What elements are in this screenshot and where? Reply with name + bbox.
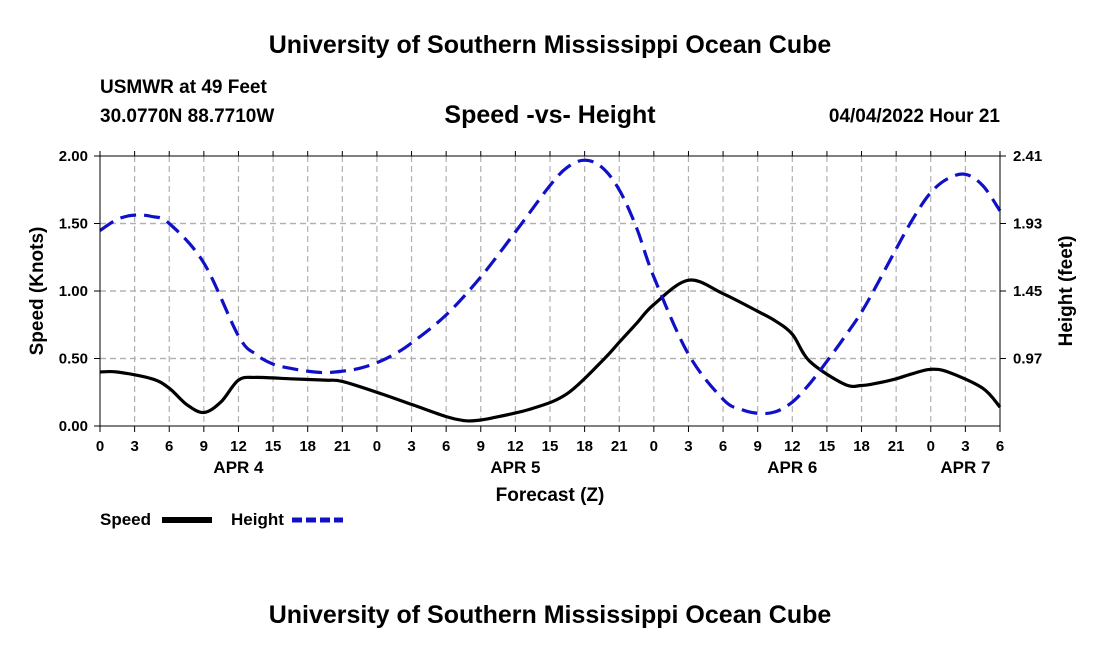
x-tick-label: 0: [96, 438, 104, 455]
station-label: USMWR at 49 Feet: [100, 77, 267, 98]
chart-title: University of Southern Mississippi Ocean…: [268, 31, 832, 59]
y-tick-label: 0.50: [59, 351, 88, 368]
x-tick-label: 6: [719, 438, 727, 455]
x-tick-label: 12: [230, 438, 247, 455]
x-tick-label: 3: [130, 438, 138, 455]
legend-height-label: Height: [231, 510, 284, 529]
y2-tick-label: 1.45: [1013, 283, 1042, 300]
x-tick-label: 3: [407, 438, 415, 455]
datetime-label: 04/04/2022 Hour 21: [828, 106, 1000, 127]
x-tick-label: 21: [334, 438, 351, 455]
x-tick-label: 12: [784, 438, 801, 455]
y2-tick-label: 1.93: [1013, 216, 1042, 233]
y2-tick-label: 2.41: [1013, 148, 1042, 165]
y2-axis-label: Height (feet): [1056, 236, 1077, 347]
x-tick-label: 9: [477, 438, 485, 455]
height-series-line: [99, 158, 1002, 416]
x-tick-label: 15: [819, 438, 836, 455]
date-label: APR 5: [490, 458, 540, 477]
x-tick-label: 0: [927, 438, 935, 455]
axes: 0 3 6 9 12 15 18 21 0 3 6 9 12 15 18 21 0 3 6 9 12 15 18 21 0 3 6 0…: [59, 148, 1042, 477]
date-label: APR 6: [767, 458, 817, 477]
x-tick-label: 21: [888, 438, 905, 455]
x-tick-label: 18: [853, 438, 870, 455]
date-label: APR 7: [940, 458, 990, 477]
y-tick-label: 2.00: [59, 148, 88, 165]
y-axis-label: Speed (Knots): [27, 227, 48, 356]
x-tick-label: 9: [754, 438, 762, 455]
speed-series-line: [99, 278, 1002, 423]
legend-speed-label: Speed: [100, 510, 151, 529]
x-tick-label: 15: [542, 438, 559, 455]
y2-tick-label: 0.97: [1013, 351, 1042, 368]
x-tick-label: 18: [299, 438, 316, 455]
x-axis-label: Forecast (Z): [496, 485, 605, 506]
x-tick-label: 18: [576, 438, 593, 455]
x-tick-label: 0: [373, 438, 381, 455]
x-tick-label: 9: [200, 438, 208, 455]
grid: [100, 156, 1000, 426]
x-tick-label: 3: [961, 438, 969, 455]
x-tick-label: 0: [650, 438, 658, 455]
x-tick-label: 15: [265, 438, 282, 455]
legend: Speed Height: [100, 510, 343, 529]
footer-title: University of Southern Mississippi Ocean…: [268, 601, 832, 629]
x-tick-label: 3: [684, 438, 692, 455]
series-layer: [99, 158, 1002, 423]
coordinates-label: 30.0770N 88.7710W: [100, 106, 275, 127]
y-tick-label: 0.00: [59, 418, 88, 435]
date-label: APR 4: [213, 458, 264, 477]
y-tick-label: 1.50: [59, 216, 88, 233]
x-tick-label: 12: [507, 438, 524, 455]
x-tick-label: 6: [165, 438, 173, 455]
y-tick-label: 1.00: [59, 283, 88, 300]
x-tick-label: 6: [442, 438, 450, 455]
x-tick-label: 21: [611, 438, 628, 455]
x-tick-label: 6: [996, 438, 1004, 455]
chart-subtitle: Speed -vs- Height: [444, 101, 656, 129]
